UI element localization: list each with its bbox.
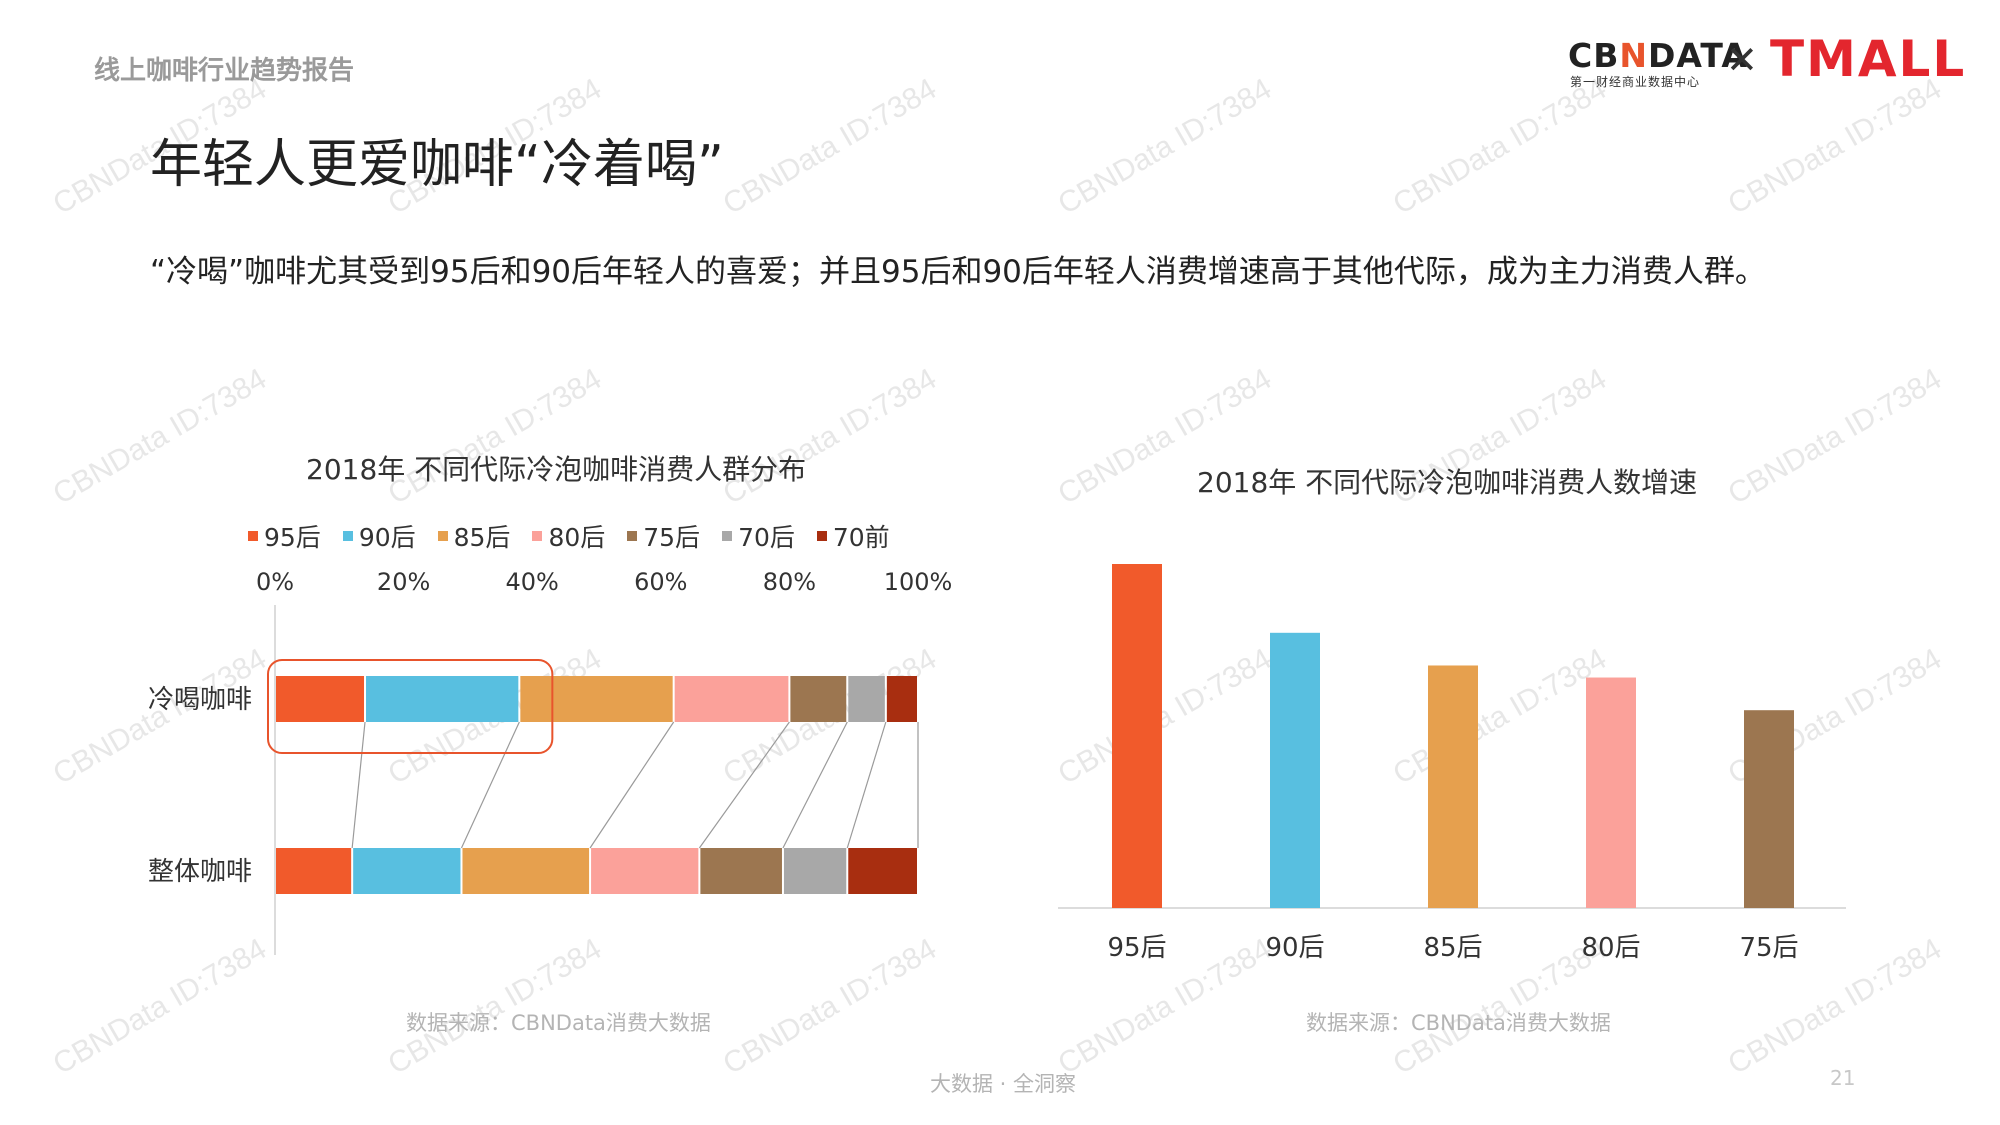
footer-tagline: 大数据 · 全洞察 (930, 1072, 1077, 1096)
collab-cross-icon: ✕ (1726, 38, 1758, 82)
legend-label: 80后 (548, 523, 606, 552)
x-tick-label: 20% (377, 568, 430, 596)
bar (1112, 564, 1162, 908)
connector-line (698, 721, 790, 849)
page-description: “冷喝”咖啡尤其受到95后和90后年轻人的喜爱；并且95后和90后年轻人消费增速… (150, 254, 1766, 290)
legend-swatch (248, 531, 258, 541)
connector-line (846, 721, 887, 849)
category-label: 冷喝咖啡 (148, 685, 252, 715)
category-label: 95后 (1107, 933, 1166, 963)
bar-segment (783, 848, 847, 894)
legend-item: 95后 (248, 518, 321, 554)
category-label: 75后 (1739, 933, 1798, 963)
cbndata-logo-subtitle: 第一财经商业数据中心 (1570, 75, 1701, 89)
legend-swatch (816, 531, 827, 541)
bar-segment (848, 676, 885, 722)
x-tick-label: 0% (256, 568, 294, 596)
logo-cbn-part-n: N (1619, 36, 1648, 75)
legend-item: 75后 (627, 518, 700, 554)
right-chart-source: 数据来源：CBNData消费大数据 (1306, 1011, 1611, 1035)
legend-swatch (342, 531, 353, 541)
section-label: 线上咖啡行业趋势报告 (94, 56, 355, 86)
bar-segment (520, 676, 673, 722)
legend-label: 90后 (358, 523, 416, 552)
left-chart-source: 数据来源：CBNData消费大数据 (406, 1011, 711, 1035)
bar-segment (591, 848, 699, 894)
bar (1270, 632, 1320, 908)
legend-item: 85后 (437, 518, 511, 554)
x-tick-label: 60% (634, 568, 687, 596)
legend-item: 90后 (342, 518, 416, 554)
legend-item: 70后 (722, 518, 795, 554)
logo-cbn-part-a: CB (1568, 36, 1620, 75)
bar (1744, 710, 1794, 908)
legend-item: 80后 (532, 518, 605, 554)
connector-line (351, 721, 366, 849)
legend-label: 75后 (643, 523, 701, 552)
connector-line (782, 721, 848, 849)
page-number: 21 (1830, 1066, 1856, 1090)
legend-swatch (627, 531, 638, 541)
bar-segment (276, 848, 352, 894)
bar-segment (674, 676, 789, 722)
x-tick-label: 100% (884, 568, 953, 596)
page-title: 年轻人更爱咖啡“冷着喝” (150, 135, 724, 195)
connector-line (589, 721, 675, 849)
right-chart-title: 2018年 不同代际冷泡咖啡消费人数增速 (1197, 466, 1698, 499)
bar-segment (790, 676, 847, 722)
category-label: 整体咖啡 (148, 857, 252, 887)
x-tick-label: 40% (506, 568, 559, 596)
bar-segment (886, 676, 917, 722)
legend-label: 95后 (264, 523, 321, 552)
legend-label: 70后 (738, 523, 795, 552)
bar-segment (700, 848, 782, 894)
legend-label: 70前 (832, 523, 890, 552)
legend-item: 70前 (816, 518, 890, 554)
legend-swatch (437, 531, 448, 541)
x-tick-label: 80% (763, 568, 816, 596)
category-label: 85后 (1423, 933, 1482, 963)
cbndata-logo: CBNDATA (1568, 36, 1748, 75)
bar-segment (276, 676, 365, 722)
bar-segment (462, 848, 590, 894)
connector-line (460, 721, 520, 849)
tmall-logo: TMALL (1770, 30, 1967, 88)
bar (1586, 677, 1636, 908)
highlight-box (267, 659, 554, 754)
category-label: 90后 (1265, 933, 1324, 963)
left-chart-title: 2018年 不同代际冷泡咖啡消费人群分布 (306, 453, 807, 486)
legend-label: 85后 (453, 523, 511, 552)
logo-cbn-part-b: DATA (1648, 36, 1748, 75)
category-label: 80后 (1581, 933, 1640, 963)
growth-bar-chart: 95后 90后 85后 80后 75后 (1058, 564, 1846, 963)
left-chart-legend: 95后 90后 85后 80后 75后 70后 70前 (248, 518, 890, 554)
legend-swatch (532, 531, 543, 541)
bar-segment (848, 848, 917, 894)
bar-segment (366, 676, 519, 722)
bar (1428, 665, 1478, 908)
bar-segment (353, 848, 461, 894)
legend-swatch (722, 531, 733, 541)
